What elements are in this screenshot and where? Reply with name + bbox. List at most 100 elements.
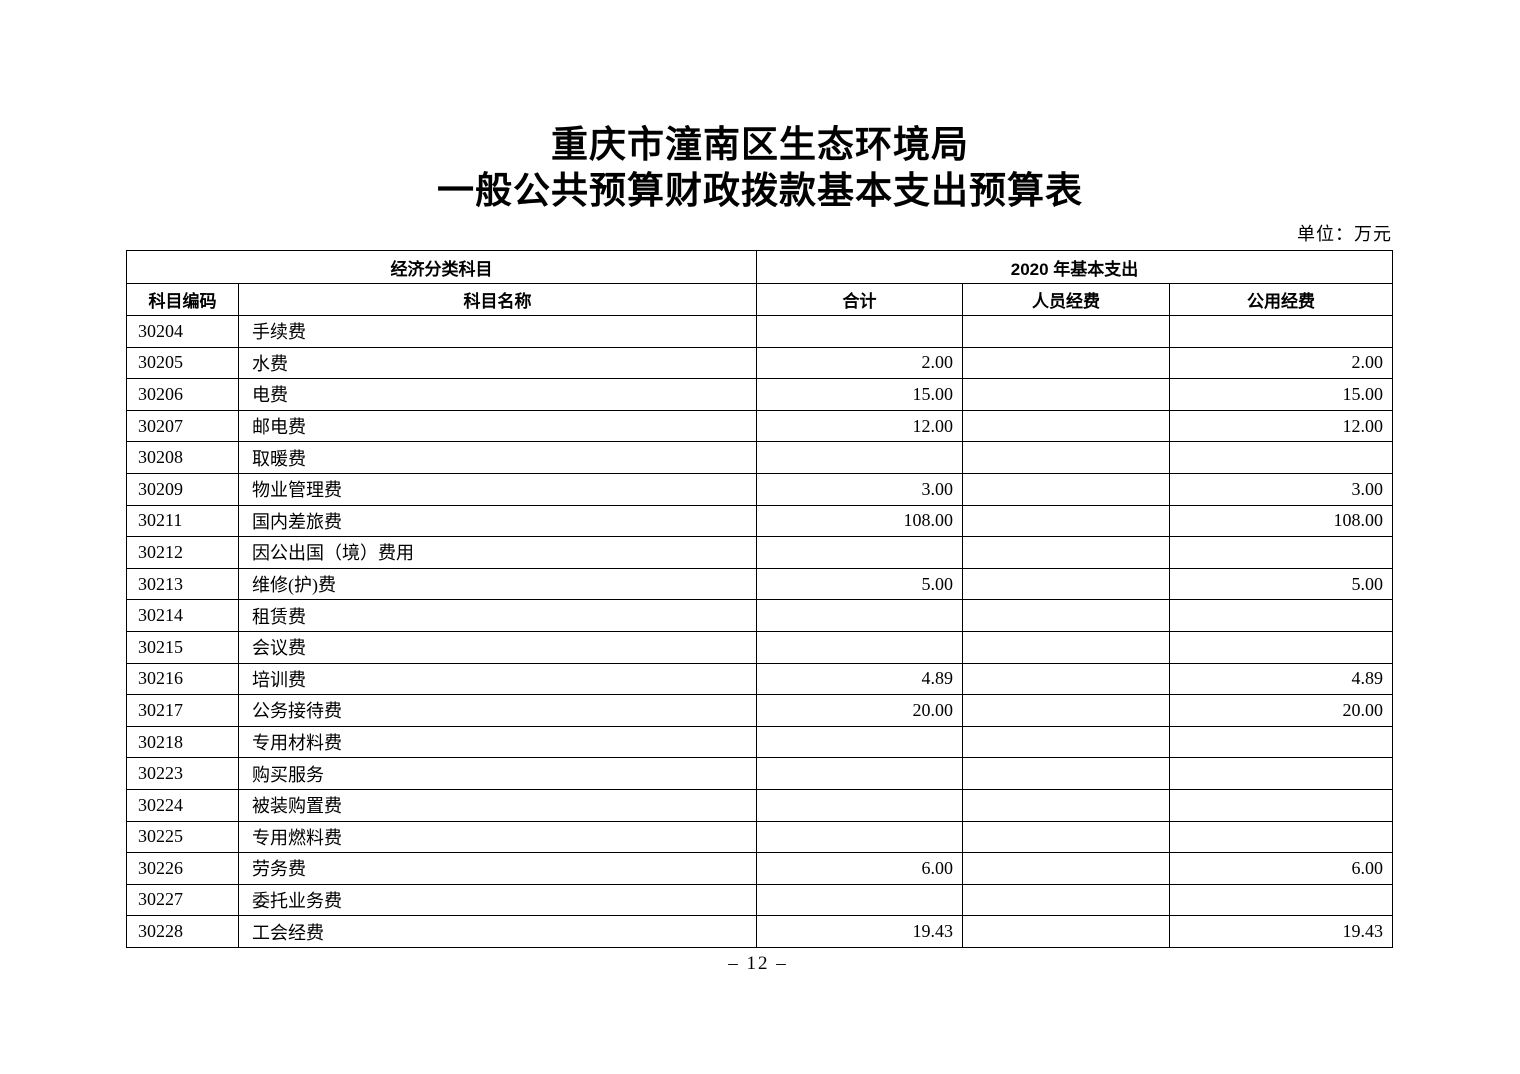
column-header-subject-code: 科目编码 (126, 283, 239, 316)
personnel-expense-cell (962, 599, 1170, 632)
personnel-expense-cell (962, 536, 1170, 569)
subject-code-cell: 30218 (126, 725, 239, 759)
public-expense-cell (1168, 757, 1394, 790)
subject-code-cell: 30212 (126, 536, 239, 569)
table-row: 30209 物业管理费 3.00 3.00 (126, 472, 1394, 506)
public-expense-cell: 15.00 (1168, 378, 1394, 411)
table-row: 30226 劳务费 6.00 6.00 (126, 852, 1394, 885)
subject-name-cell: 劳务费 (238, 852, 757, 885)
personnel-expense-cell (962, 472, 1170, 506)
total-cell (756, 757, 963, 790)
subject-code-cell: 30205 (126, 346, 239, 380)
table-row: 30205 水费 2.00 2.00 (126, 346, 1394, 380)
subject-name-cell: 邮电费 (238, 409, 757, 443)
unit-note: 单位：万元 (1297, 224, 1392, 244)
total-cell (756, 315, 963, 348)
total-cell: 5.00 (756, 567, 963, 601)
group-header-row: 经济分类科目 2020 年基本支出 (126, 250, 1394, 284)
column-header-personnel-expense: 人员经费 (962, 283, 1170, 316)
subject-code-cell: 30213 (126, 567, 239, 601)
personnel-expense-cell (962, 725, 1170, 759)
subject-name-cell: 委托业务费 (238, 883, 757, 917)
personnel-expense-cell (962, 315, 1170, 348)
public-expense-cell: 2.00 (1168, 346, 1394, 380)
public-expense-cell: 20.00 (1168, 694, 1394, 727)
subject-name-cell: 专用燃料费 (238, 820, 757, 854)
total-cell (756, 788, 963, 822)
table-row: 30207 邮电费 12.00 12.00 (126, 409, 1394, 443)
table-row: 30223 购买服务 (126, 757, 1394, 790)
subject-code-cell: 30214 (126, 599, 239, 632)
personnel-expense-cell (962, 694, 1170, 727)
total-cell: 19.43 (756, 915, 963, 948)
title-line-1: 重庆市潼南区生态环境局 (551, 124, 969, 165)
personnel-expense-cell (962, 662, 1170, 696)
table-row: 30224 被装购置费 (126, 788, 1394, 822)
table-row: 30228 工会经费 19.43 19.43 (126, 915, 1394, 948)
personnel-expense-cell (962, 757, 1170, 790)
personnel-expense-cell (962, 915, 1170, 948)
subject-name-cell: 租赁费 (238, 599, 757, 632)
public-expense-cell: 6.00 (1168, 852, 1394, 885)
table-row: 30215 会议费 (126, 630, 1394, 664)
document-title: 重庆市潼南区生态环境局 一般公共预算财政拨款基本支出预算表 (0, 122, 1520, 214)
table-row: 30204 手续费 (126, 315, 1394, 348)
public-expense-cell: 108.00 (1168, 504, 1394, 538)
subject-code-cell: 30224 (126, 788, 239, 822)
personnel-expense-cell (962, 504, 1170, 538)
table-row: 30227 委托业务费 (126, 883, 1394, 917)
table-row: 30206 电费 15.00 15.00 (126, 378, 1394, 411)
personnel-expense-cell (962, 409, 1170, 443)
public-expense-cell: 19.43 (1168, 915, 1394, 948)
subject-code-cell: 30204 (126, 315, 239, 348)
total-cell (756, 883, 963, 917)
title-line-2: 一般公共预算财政拨款基本支出预算表 (437, 170, 1083, 211)
subject-code-cell: 30223 (126, 757, 239, 790)
subject-name-cell: 取暖费 (238, 441, 757, 474)
table-row: 30216 培训费 4.89 4.89 (126, 662, 1394, 696)
public-expense-cell: 4.89 (1168, 662, 1394, 696)
subject-name-cell: 国内差旅费 (238, 504, 757, 538)
total-cell: 2.00 (756, 346, 963, 380)
subject-code-cell: 30217 (126, 694, 239, 727)
personnel-expense-cell (962, 378, 1170, 411)
table-body: 30204 手续费 30205 水费 2.00 2.00 30206 电费 15.00 15.00… (126, 315, 1394, 948)
subject-name-cell: 水费 (238, 346, 757, 380)
public-expense-cell (1168, 630, 1394, 664)
subject-code-cell: 30206 (126, 378, 239, 411)
total-cell (756, 599, 963, 632)
subject-code-cell: 30227 (126, 883, 239, 917)
subject-name-cell: 培训费 (238, 662, 757, 696)
personnel-expense-cell (962, 630, 1170, 664)
table-row: 30218 专用材料费 (126, 725, 1394, 759)
total-cell: 15.00 (756, 378, 963, 411)
subject-name-cell: 电费 (238, 378, 757, 411)
subject-name-cell: 工会经费 (238, 915, 757, 948)
table-row: 30217 公务接待费 20.00 20.00 (126, 694, 1394, 727)
subject-name-cell: 公务接待费 (238, 694, 757, 727)
personnel-expense-cell (962, 788, 1170, 822)
subject-code-cell: 30208 (126, 441, 239, 474)
budget-table: 经济分类科目 2020 年基本支出 科目编码 科目名称 合计 人员经费 公用经费… (126, 250, 1394, 948)
public-expense-cell (1168, 883, 1394, 917)
subject-code-cell: 30207 (126, 409, 239, 443)
subject-name-cell: 购买服务 (238, 757, 757, 790)
table-row: 30214 租赁费 (126, 599, 1394, 632)
subject-code-cell: 30215 (126, 630, 239, 664)
subject-code-cell: 30225 (126, 820, 239, 854)
public-expense-cell (1168, 725, 1394, 759)
subject-code-cell: 30226 (126, 852, 239, 885)
column-header-public-expense: 公用经费 (1168, 283, 1394, 316)
public-expense-cell (1168, 820, 1394, 854)
subject-code-cell: 30211 (126, 504, 239, 538)
public-expense-cell (1168, 315, 1394, 348)
total-cell (756, 441, 963, 474)
personnel-expense-cell (962, 883, 1170, 917)
total-cell (756, 536, 963, 569)
total-cell (756, 725, 963, 759)
page-number: – 12 – (728, 953, 788, 974)
subject-name-cell: 因公出国（境）费用 (238, 536, 757, 569)
subject-name-cell: 物业管理费 (238, 472, 757, 506)
subject-name-cell: 维修(护)费 (238, 567, 757, 601)
